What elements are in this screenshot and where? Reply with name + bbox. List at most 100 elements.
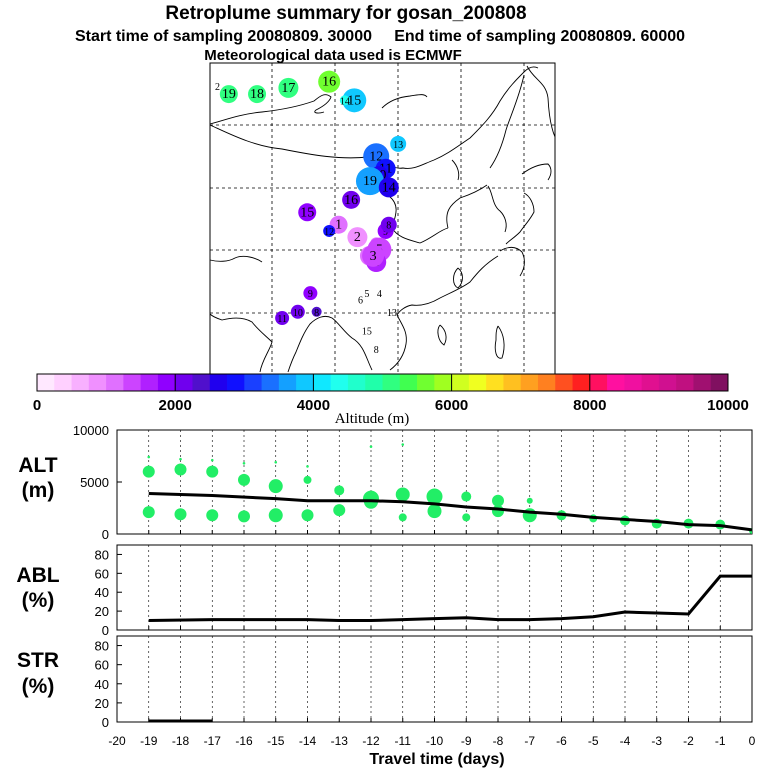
plume-day-label: 12: [369, 149, 383, 164]
altitude-blob: [395, 487, 410, 502]
y-tick-label: 0: [102, 623, 109, 638]
colorbar-segment: [71, 374, 90, 391]
panel-label: STR: [17, 649, 59, 672]
plume-blob: [290, 304, 305, 319]
altitude-blob: [142, 506, 155, 519]
x-tick-label: -5: [588, 734, 599, 748]
colorbar-segment: [123, 374, 142, 391]
y-tick-label: 0: [102, 715, 109, 730]
altitude-colorbar: 0 2000 4000 6000 8000 10000: [33, 373, 749, 414]
plume-day-label: 15: [300, 205, 314, 220]
plume-day-label: 8: [374, 345, 379, 356]
plume-day-label: 11: [277, 314, 287, 325]
plume-day-label: 9: [383, 227, 388, 238]
plume-blob: [342, 88, 367, 113]
plume-day-label: 16: [344, 193, 358, 208]
plume-day-label: 15: [362, 326, 372, 337]
altitude-blob: [426, 488, 443, 505]
panel-label: ALT: [18, 454, 57, 477]
trace-dot: [210, 458, 214, 462]
colorbar-segment: [589, 374, 608, 391]
x-tick-label: -10: [426, 734, 444, 748]
plume-blob: [303, 286, 318, 301]
plume-blob: [219, 85, 238, 104]
plume-day-label: 6: [358, 295, 363, 306]
plume-day-label: 9: [308, 289, 313, 300]
colorbar-segment: [261, 374, 280, 391]
altitude-blob: [238, 510, 250, 523]
median-altitude-line: [148, 491, 753, 532]
colorbar-segment: [313, 374, 332, 391]
y-tick-label: 20: [95, 604, 109, 619]
plume-blob: [298, 203, 317, 222]
altitude-blob: [301, 509, 314, 522]
sampling-times: Start time of sampling 20080809. 30000 E…: [75, 28, 685, 45]
altitude-blob: [398, 513, 407, 522]
colorbar-frame: [36, 373, 729, 392]
x-tick-label: -13: [331, 734, 349, 748]
y-tick-label: 20: [95, 696, 109, 711]
colorbar-segment: [244, 374, 262, 391]
y-tick-label: 10000: [73, 423, 109, 438]
colorbar-segment: [106, 374, 124, 391]
x-tick-label: -15: [267, 734, 285, 748]
plume-blob: [311, 306, 322, 317]
altitude-blob: [142, 465, 155, 478]
plume-day-label: 2: [354, 230, 361, 245]
x-tick-label: -2: [683, 734, 694, 748]
plume-blob: [248, 85, 267, 104]
plume-day-label: 4: [377, 289, 382, 300]
plume-points: 1918171615141312111019161514987654321129…: [219, 70, 407, 356]
y-tick-label: 60: [95, 566, 109, 581]
x-tick-label: -8: [493, 734, 504, 748]
plume-day-label: 3: [370, 249, 377, 264]
chart-panel: 0 5000 10000 ALT(m): [18, 423, 753, 542]
altitude-blob: [492, 494, 504, 507]
plume-blob: [390, 135, 407, 152]
plume-day-label: 10: [293, 308, 303, 319]
plume-day-label: 19: [363, 174, 377, 189]
colorbar-segment: [399, 374, 418, 391]
meteorological-data-note: Meteorological data used is ECMWF: [204, 47, 462, 64]
altitude-blob: [206, 509, 219, 522]
colorbar-segment: [468, 374, 487, 391]
colorbar-segment: [537, 374, 556, 391]
altitude-blob: [333, 504, 346, 517]
colorbar-segment: [434, 374, 452, 391]
y-tick-label: 0: [102, 527, 109, 542]
plume-day-label: 16: [322, 75, 336, 90]
plume-blob: [362, 244, 385, 267]
x-tick-label: -9: [461, 734, 472, 748]
colorbar-segment: [296, 374, 314, 391]
x-tick-label: -12: [362, 734, 380, 748]
colorbar-segment: [658, 374, 677, 391]
plume-day-label: 15: [347, 93, 361, 108]
colorbar-segment: [624, 374, 643, 391]
colorbar-segment: [365, 374, 383, 391]
x-tick-label: -14: [299, 734, 317, 748]
plume-blob: [347, 227, 368, 248]
colorbar-tick-label: 2000: [159, 397, 192, 414]
trace-dot: [147, 455, 151, 459]
panel-unit-label: (%): [22, 589, 55, 612]
series-line: [148, 574, 752, 623]
colorbar-segment: [347, 374, 366, 391]
colorbar-segment: [37, 374, 55, 391]
colorbar-segment: [330, 374, 349, 391]
colorbar-segment: [88, 374, 107, 391]
trace-dot: [401, 443, 405, 446]
plume-day-label: 14: [340, 96, 350, 107]
y-tick-label: 40: [95, 677, 109, 692]
plume-day-label: 18: [250, 87, 264, 102]
colorbar-segment: [451, 374, 470, 391]
plume-blob: [380, 216, 397, 233]
altitude-blob: [206, 465, 219, 478]
x-tick-label: -4: [620, 734, 631, 748]
x-tick-label: -11: [395, 734, 412, 748]
plume-blob: [318, 70, 341, 93]
colorbar-tick-label: 10000: [707, 397, 749, 414]
colorbar-segment: [278, 374, 297, 391]
colorbar-segment: [417, 374, 435, 391]
colorbar-segment: [486, 374, 504, 391]
